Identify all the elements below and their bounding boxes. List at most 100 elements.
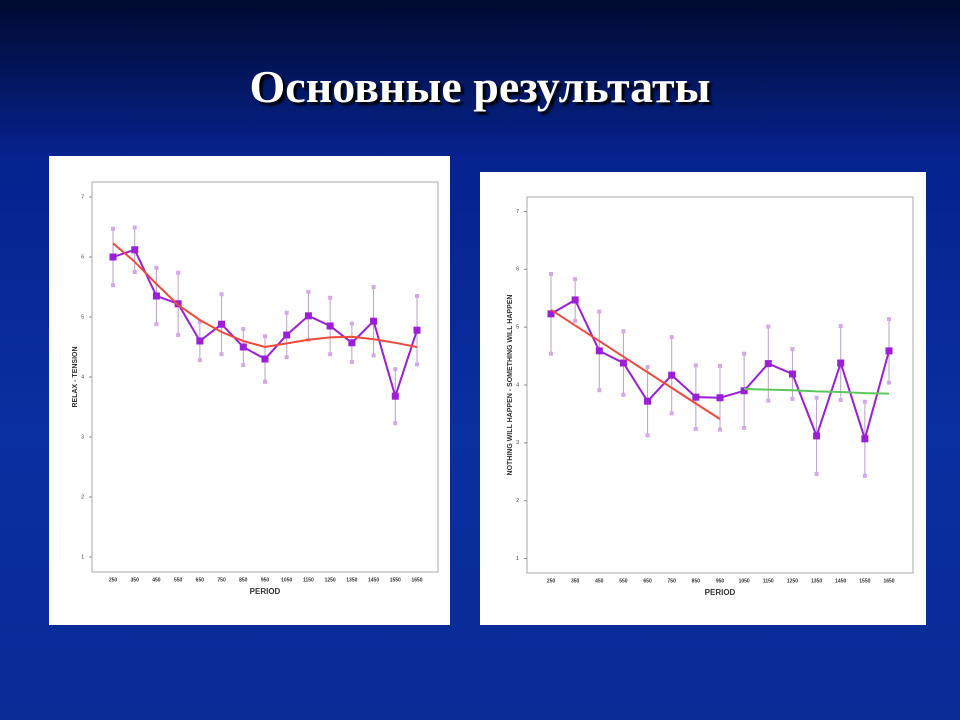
error-cap — [306, 289, 311, 294]
error-cap — [176, 333, 181, 337]
error-cap — [621, 392, 626, 397]
error-cap — [328, 295, 333, 300]
x-tick-label: 1250 — [325, 577, 336, 583]
error-cap — [241, 363, 246, 367]
y-axis-label: RELAX - TENSION — [72, 346, 79, 407]
marker — [239, 343, 247, 351]
error-cap — [241, 327, 246, 331]
marker — [595, 347, 603, 355]
x-tick-label: 750 — [668, 578, 677, 584]
error-cap — [111, 283, 115, 288]
error-cap — [415, 362, 419, 367]
panel — [480, 172, 926, 625]
error-cap — [154, 322, 159, 327]
marker — [668, 371, 676, 379]
x-tick-label: 1150 — [763, 578, 774, 584]
marker — [304, 312, 312, 320]
error-cap — [862, 473, 867, 478]
panel — [49, 156, 450, 625]
y-tick-label: 5 — [81, 314, 84, 320]
x-tick-label: 650 — [196, 577, 205, 583]
marker — [109, 253, 117, 261]
error-cap — [263, 379, 267, 384]
x-tick-label: 1550 — [859, 578, 870, 584]
x-tick-label: 350 — [571, 578, 580, 584]
x-tick-label: 950 — [261, 577, 270, 583]
error-cap — [766, 324, 771, 329]
marker — [837, 359, 845, 367]
error-cap — [549, 351, 553, 356]
y-tick-label: 6 — [516, 267, 519, 273]
y-tick-label: 1 — [516, 556, 519, 562]
x-tick-label: 550 — [619, 578, 628, 584]
marker — [131, 246, 139, 254]
marker — [152, 292, 160, 300]
error-cap — [718, 363, 722, 368]
x-tick-label: 1650 — [411, 577, 422, 583]
marker — [348, 339, 356, 347]
marker — [764, 360, 772, 368]
error-cap — [154, 265, 159, 270]
y-tick-label: 6 — [81, 254, 84, 260]
error-cap — [197, 319, 202, 324]
marker — [370, 317, 378, 325]
marker — [218, 320, 226, 328]
error-cap — [790, 396, 795, 401]
error-cap — [621, 329, 626, 334]
marker — [326, 322, 334, 330]
x-tick-label: 650 — [643, 578, 652, 584]
error-cap — [393, 421, 398, 426]
error-cap — [197, 358, 202, 363]
error-cap — [349, 321, 354, 326]
error-cap — [132, 270, 137, 274]
x-tick-label: 1150 — [303, 577, 314, 583]
error-cap — [176, 270, 181, 275]
x-tick-label: 450 — [152, 577, 161, 583]
error-cap — [371, 353, 376, 358]
error-cap — [645, 433, 650, 438]
error-cap — [597, 309, 602, 314]
marker — [261, 355, 269, 363]
marker — [644, 397, 652, 405]
error-cap — [862, 399, 867, 404]
error-cap — [132, 225, 137, 230]
y-tick-label: 5 — [516, 324, 519, 330]
marker — [885, 347, 893, 355]
error-cap — [742, 351, 747, 356]
error-cap — [284, 355, 289, 360]
x-tick-label: 950 — [716, 578, 725, 584]
x-axis-label: PERIOD — [705, 588, 736, 597]
error-cap — [597, 388, 602, 393]
y-tick-label: 7 — [81, 194, 84, 200]
marker — [413, 326, 421, 334]
marker — [861, 435, 869, 443]
error-cap — [573, 318, 578, 323]
x-tick-label: 1350 — [346, 577, 357, 583]
error-cap — [284, 310, 289, 315]
marker — [619, 359, 627, 367]
marker — [740, 387, 748, 395]
y-tick-label: 2 — [516, 498, 519, 504]
error-cap — [219, 352, 224, 357]
x-tick-label: 1050 — [739, 578, 750, 584]
x-tick-label: 1550 — [390, 577, 401, 583]
error-cap — [219, 292, 224, 297]
error-cap — [415, 294, 419, 298]
error-cap — [328, 352, 333, 357]
error-cap — [645, 365, 650, 370]
marker — [547, 310, 555, 318]
error-cap — [371, 285, 376, 289]
error-cap — [349, 360, 354, 364]
x-tick-label: 350 — [131, 577, 140, 583]
marker — [692, 393, 700, 401]
marker — [788, 370, 796, 378]
error-cap — [263, 334, 267, 339]
x-tick-label: 250 — [109, 577, 118, 583]
y-tick-label: 1 — [81, 554, 84, 560]
marker — [813, 432, 821, 440]
error-cap — [887, 380, 891, 385]
error-cap — [573, 277, 578, 282]
series-line — [744, 388, 890, 395]
error-cap — [549, 271, 553, 276]
